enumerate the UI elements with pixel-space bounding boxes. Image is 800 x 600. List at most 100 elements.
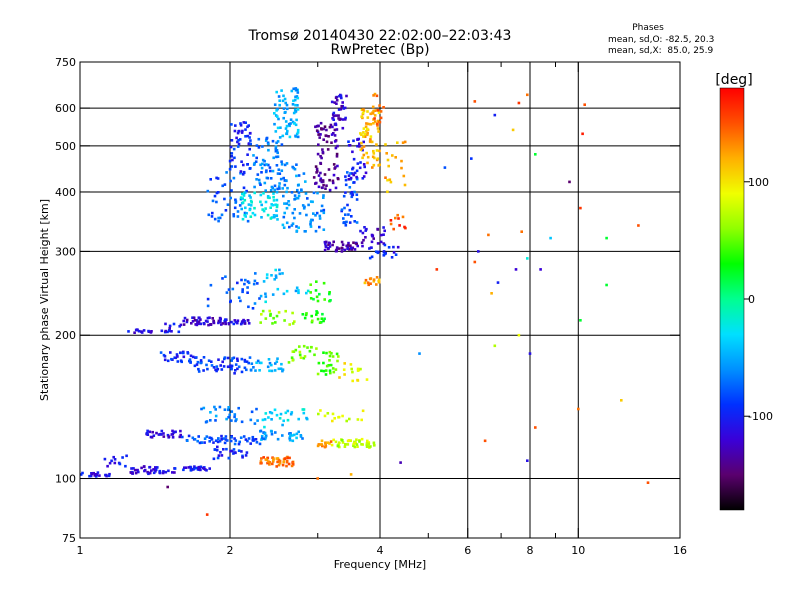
data-point [289,118,293,121]
data-point [351,379,354,383]
data-point [273,184,277,188]
data-point [356,138,360,141]
data-point [253,185,256,189]
data-point [158,469,162,473]
data-point [315,211,319,215]
data-point [309,225,313,228]
data-point [232,356,236,360]
data-point [242,163,245,167]
data-point [361,244,364,248]
data-point [336,164,339,168]
data-point [317,174,321,177]
data-point [276,457,280,460]
data-point [366,161,369,165]
data-point [246,291,249,294]
data-point [223,183,227,186]
data-point [152,434,156,437]
data-point [278,136,282,139]
data-point [220,368,224,371]
data-point [209,178,212,181]
data-point [267,142,270,146]
data-point [189,469,193,472]
data-point [240,450,243,453]
data-point [168,326,171,330]
data-point [286,418,290,422]
data-point [302,172,306,175]
data-point [256,359,260,363]
y-tick-label: 100 [55,473,76,486]
data-point [173,467,177,470]
data-point [315,171,318,174]
data-point [210,364,214,367]
data-point [389,180,393,184]
data-point [361,156,364,160]
data-point [276,115,279,118]
data-point [245,368,248,372]
data-point [646,481,650,484]
data-point [274,268,277,272]
data-point [394,216,397,220]
data-point [255,178,258,181]
data-point [193,465,196,468]
data-point [362,127,366,130]
data-point [351,246,355,250]
data-point [315,347,318,350]
data-point [270,418,273,421]
data-point [285,289,289,293]
data-point [387,164,390,168]
data-point [324,441,327,444]
data-point [248,356,252,359]
data-point [203,441,206,444]
data-point [215,448,219,452]
y-tick-label: 600 [55,102,76,115]
data-point [534,426,537,429]
data-point [275,465,278,468]
data-point [493,113,497,117]
data-point [367,441,371,444]
data-point [302,356,306,360]
data-point [275,190,279,194]
x-tick-label: 2 [227,544,234,557]
data-point [284,101,287,105]
data-point [276,155,280,158]
data-point [113,458,117,461]
data-point [260,438,263,441]
data-point [277,117,280,121]
data-point [281,99,285,103]
data-point [270,369,274,373]
data-point [236,319,240,322]
data-point [340,105,343,108]
data-point [243,198,247,202]
data-point [274,203,277,206]
data-point [303,230,307,233]
data-point [349,363,353,366]
data-point [225,417,228,421]
data-point [290,464,294,468]
data-point [351,150,354,154]
data-point [280,160,283,163]
data-point [210,215,214,218]
data-point [331,181,335,185]
data-point [334,114,338,117]
data-point [334,440,338,444]
data-point [298,350,302,354]
data-point [133,468,137,472]
data-point [270,430,273,433]
data-point [245,189,248,193]
data-point [348,221,352,224]
data-point [108,472,111,476]
data-point [365,441,369,445]
data-point [287,200,290,203]
data-point [343,248,347,252]
data-point [275,90,278,94]
data-point [365,227,368,231]
data-point [284,110,287,114]
data-point [350,190,354,194]
data-point [335,128,339,131]
data-point [275,205,279,209]
data-point [197,465,201,469]
data-point [216,445,219,449]
data-point [245,360,249,363]
data-point [389,222,393,226]
data-point [241,288,244,291]
